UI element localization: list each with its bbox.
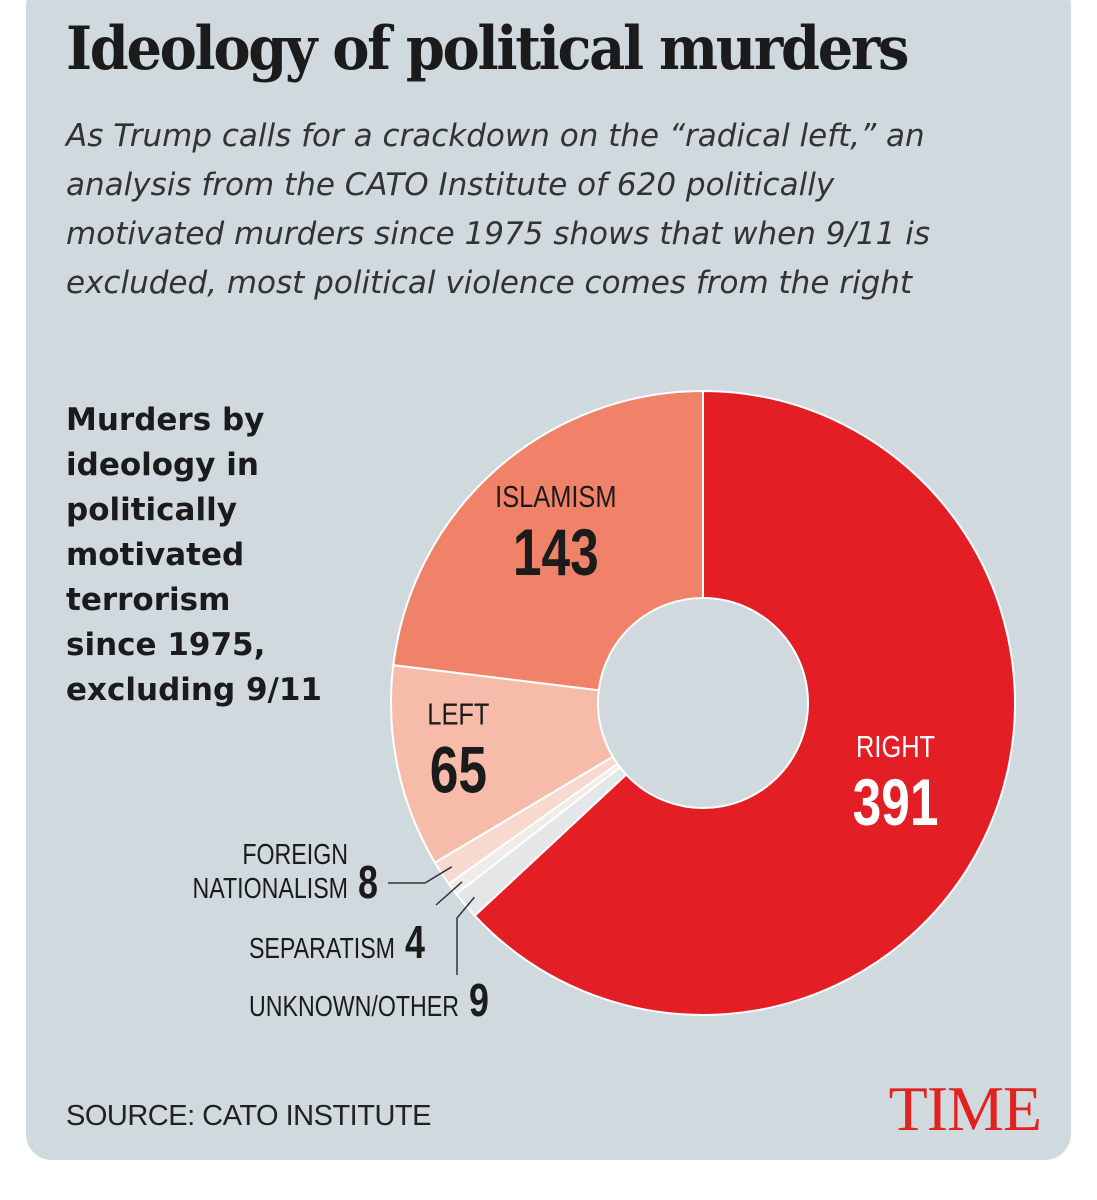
slice-right bbox=[473, 390, 1016, 1016]
time-logo: TIME bbox=[888, 1073, 1042, 1144]
leader-line-foreign-nationalism bbox=[388, 866, 453, 884]
slice-left bbox=[390, 664, 614, 864]
subtitle: As Trump calls for a crackdown on the “r… bbox=[66, 118, 930, 301]
chart-heading: Murders by ideology in politically motiv… bbox=[66, 402, 322, 708]
callout-separatism: SEPARATISM 4 bbox=[249, 881, 463, 968]
label-unknown-other-line: UNKNOWN/OTHER bbox=[249, 989, 459, 1022]
source-note: SOURCE: CATO INSTITUTE bbox=[66, 1100, 431, 1132]
leader-line-separatism bbox=[435, 881, 463, 906]
value-right: 391 bbox=[853, 765, 939, 840]
value-left: 65 bbox=[430, 732, 487, 807]
page-title: Ideology of political murders bbox=[66, 14, 909, 84]
callout-unknown-other: UNKNOWN/OTHER 9 bbox=[249, 896, 489, 1026]
value-separatism: 4 bbox=[405, 917, 425, 968]
label-foreign-nationalism-line: NATIONALISM bbox=[193, 871, 348, 904]
label-separatism-line: SEPARATISM bbox=[249, 931, 395, 964]
label-islamism: ISLAMISM bbox=[495, 479, 616, 514]
label-left: LEFT bbox=[427, 697, 489, 732]
label-right: RIGHT bbox=[856, 729, 935, 764]
leader-line-unknown-other bbox=[456, 896, 475, 975]
value-islamism: 143 bbox=[513, 515, 599, 590]
label-foreign-nationalism-line: FOREIGN bbox=[242, 837, 348, 870]
value-unknown-other: 9 bbox=[469, 975, 489, 1026]
value-foreign-nationalism: 8 bbox=[358, 857, 378, 908]
slice-islamism bbox=[392, 390, 704, 692]
